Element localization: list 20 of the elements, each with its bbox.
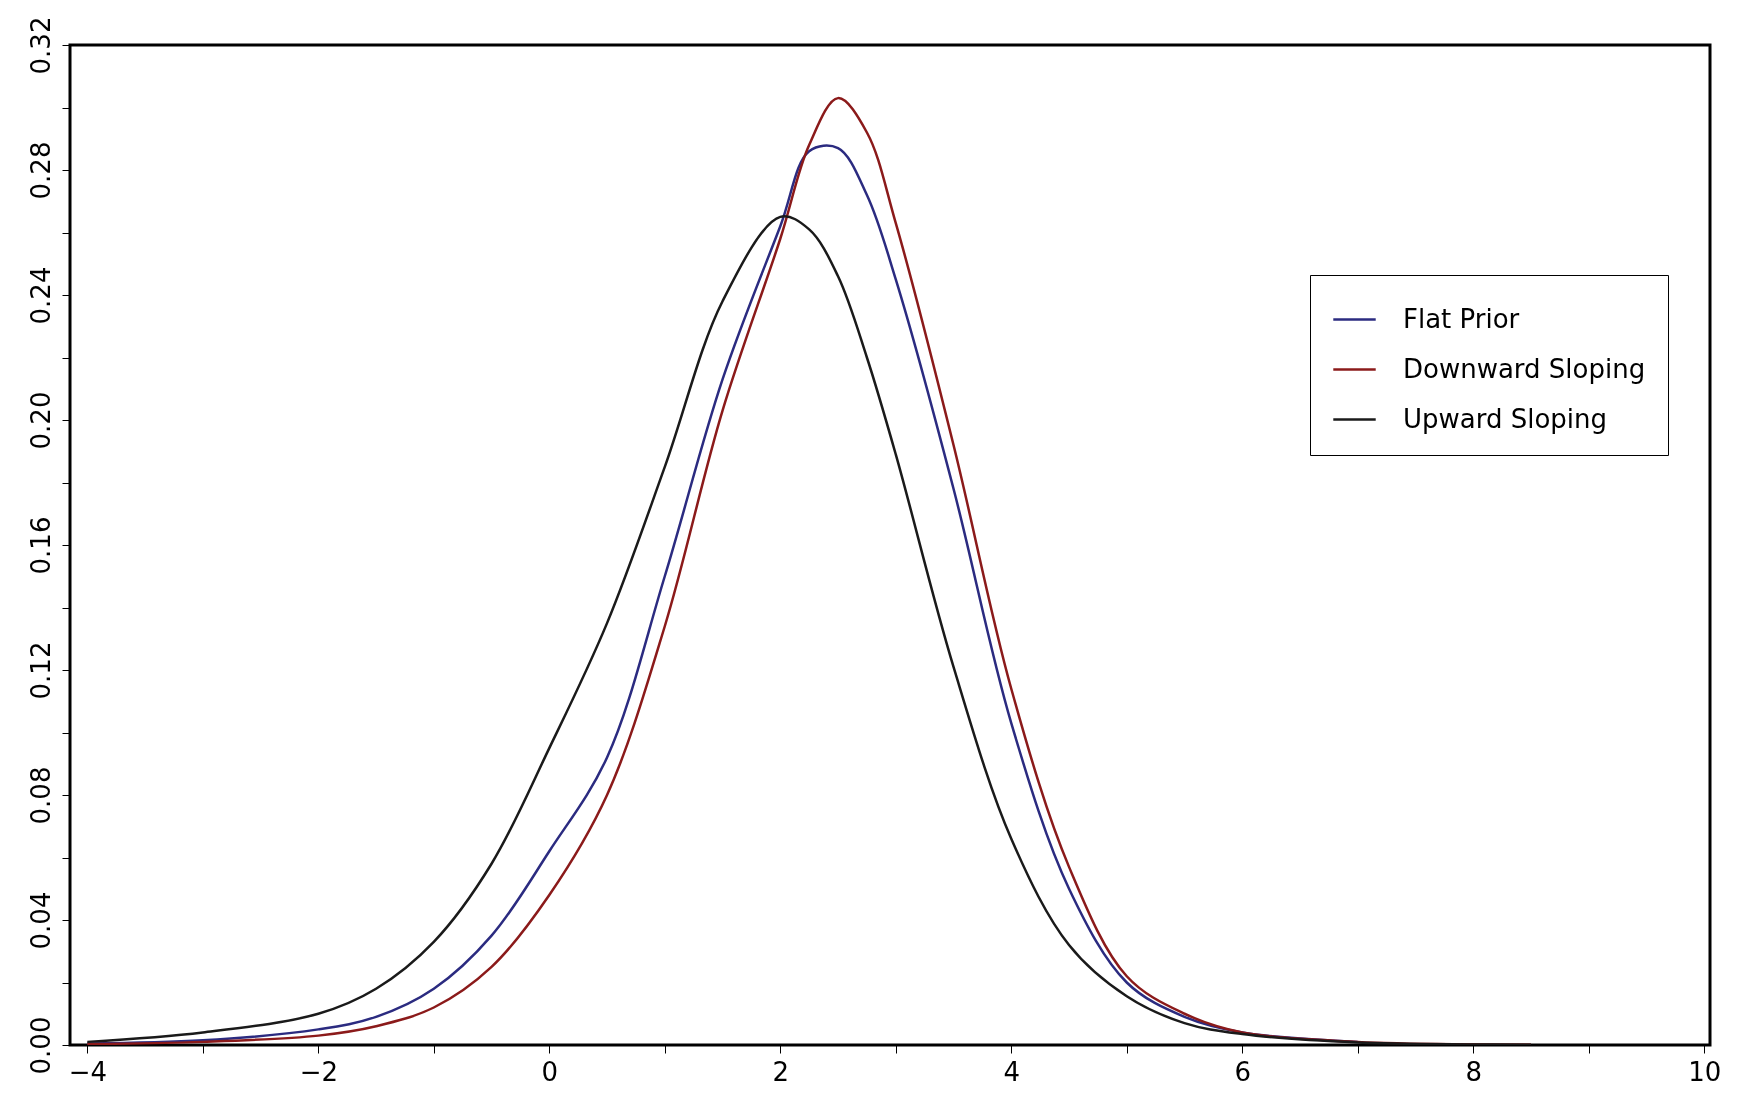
y-tick-label: 0.04 — [25, 891, 56, 950]
y-tick-label: 0.32 — [25, 16, 56, 75]
y-tick-label: 0.12 — [25, 641, 56, 700]
x-tick-label: 10 — [1688, 1056, 1722, 1087]
y-tick-label: 0.24 — [25, 266, 56, 325]
x-tick-label: 2 — [772, 1056, 790, 1087]
legend-label: Upward Sloping — [1403, 403, 1608, 434]
y-tick-label: 0.08 — [25, 766, 56, 825]
legend-label: Downward Sloping — [1403, 353, 1646, 384]
y-tick-label: 0.28 — [25, 141, 56, 200]
x-tick-label: 4 — [1003, 1056, 1021, 1087]
x-tick-label: 0 — [541, 1056, 559, 1087]
x-tick-label: 8 — [1465, 1056, 1483, 1087]
y-tick-label: 0.00 — [25, 1016, 56, 1075]
x-tick-label: −2 — [299, 1056, 338, 1087]
legend-label: Flat Prior — [1403, 303, 1520, 334]
x-tick-label: 6 — [1234, 1056, 1252, 1087]
y-tick-label: 0.16 — [25, 516, 56, 575]
x-tick-label: −4 — [68, 1056, 107, 1087]
y-tick-label: 0.20 — [25, 391, 56, 450]
